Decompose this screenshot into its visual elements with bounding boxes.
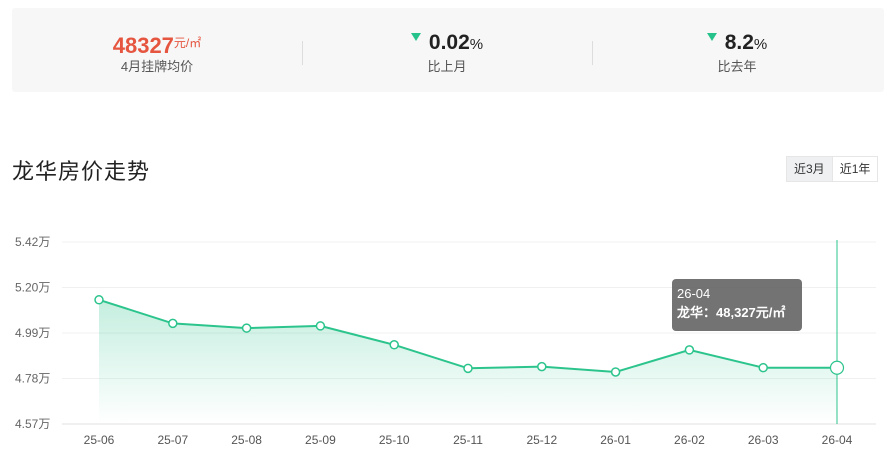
yoy-change-label: 比去年 [717,59,757,74]
tab-3-months[interactable]: 近3月 [787,157,832,181]
mom-change-value: 0.02 [428,31,470,54]
tooltip-series-label: 龙华： [677,305,717,320]
y-tick-label: 5.20万 [15,281,50,295]
x-tick-label: 25-09 [305,433,336,447]
price-area [99,299,837,424]
data-point[interactable] [684,345,695,355]
data-point[interactable] [758,362,768,373]
x-tick-label: 25-07 [157,433,188,447]
x-tick-label: 25-06 [84,433,115,447]
avg-price-value: 48327 [112,33,174,58]
yoy-change-unit: % [753,36,768,53]
avg-price-label: 4月挂牌均价 [120,59,194,74]
down-arrow-icon [706,33,717,41]
yoy-change-value: 8.2 [724,31,754,54]
y-tick-label: 5.42万 [15,235,50,249]
data-point[interactable] [610,367,621,377]
section-title: 龙华房价走势 [12,160,151,185]
price-trend-chart[interactable]: 4.57万 4.78万 4.99万 5.20万 5.42万 25-06 25-07 25-0… [0,225,889,472]
data-point[interactable] [537,361,547,372]
data-point[interactable] [463,363,473,374]
mom-change-stat: 0.02% 比上月 [302,8,592,92]
tooltip-date: 26-04 [677,286,711,301]
x-tick-label: 25-12 [526,433,557,447]
x-tick-label: 26-01 [600,433,631,447]
data-point[interactable] [315,321,326,331]
mom-change-label: 比上月 [427,59,467,74]
data-point[interactable] [168,318,178,329]
range-tabs: 近3月 近1年 [786,156,879,182]
y-tick-label: 4.78万 [15,372,50,386]
x-tick-label: 26-03 [748,433,779,447]
stats-bar: 48327元/㎡ 4月挂牌均价 0.02% 比上月 8.2% 比去年 [12,8,884,92]
chart-tooltip: 26-04 龙华：48,327元/㎡ [672,279,802,331]
x-tick-label: 26-04 [822,433,853,447]
down-arrow-icon [410,33,421,41]
mom-change-unit: % [469,36,484,53]
y-tick-label: 4.57万 [15,417,50,431]
avg-price-stat: 48327元/㎡ 4月挂牌均价 [12,8,302,92]
tab-1-year[interactable]: 近1年 [831,157,878,181]
tooltip-value: 48,327元/㎡ [716,305,786,320]
divider [302,41,303,65]
data-point[interactable] [389,340,399,350]
y-tick-label: 4.99万 [15,326,50,340]
x-tick-label: 25-11 [453,433,483,447]
avg-price-unit: 元/㎡ [173,36,202,50]
yoy-change-stat: 8.2% 比去年 [592,8,882,92]
divider [592,41,593,65]
x-tick-label: 25-08 [231,433,262,447]
x-tick-label: 25-10 [379,433,410,447]
data-point[interactable] [241,323,252,333]
data-point[interactable] [94,295,104,305]
highlighted-data-point[interactable] [829,360,845,375]
x-tick-label: 26-02 [674,433,705,447]
